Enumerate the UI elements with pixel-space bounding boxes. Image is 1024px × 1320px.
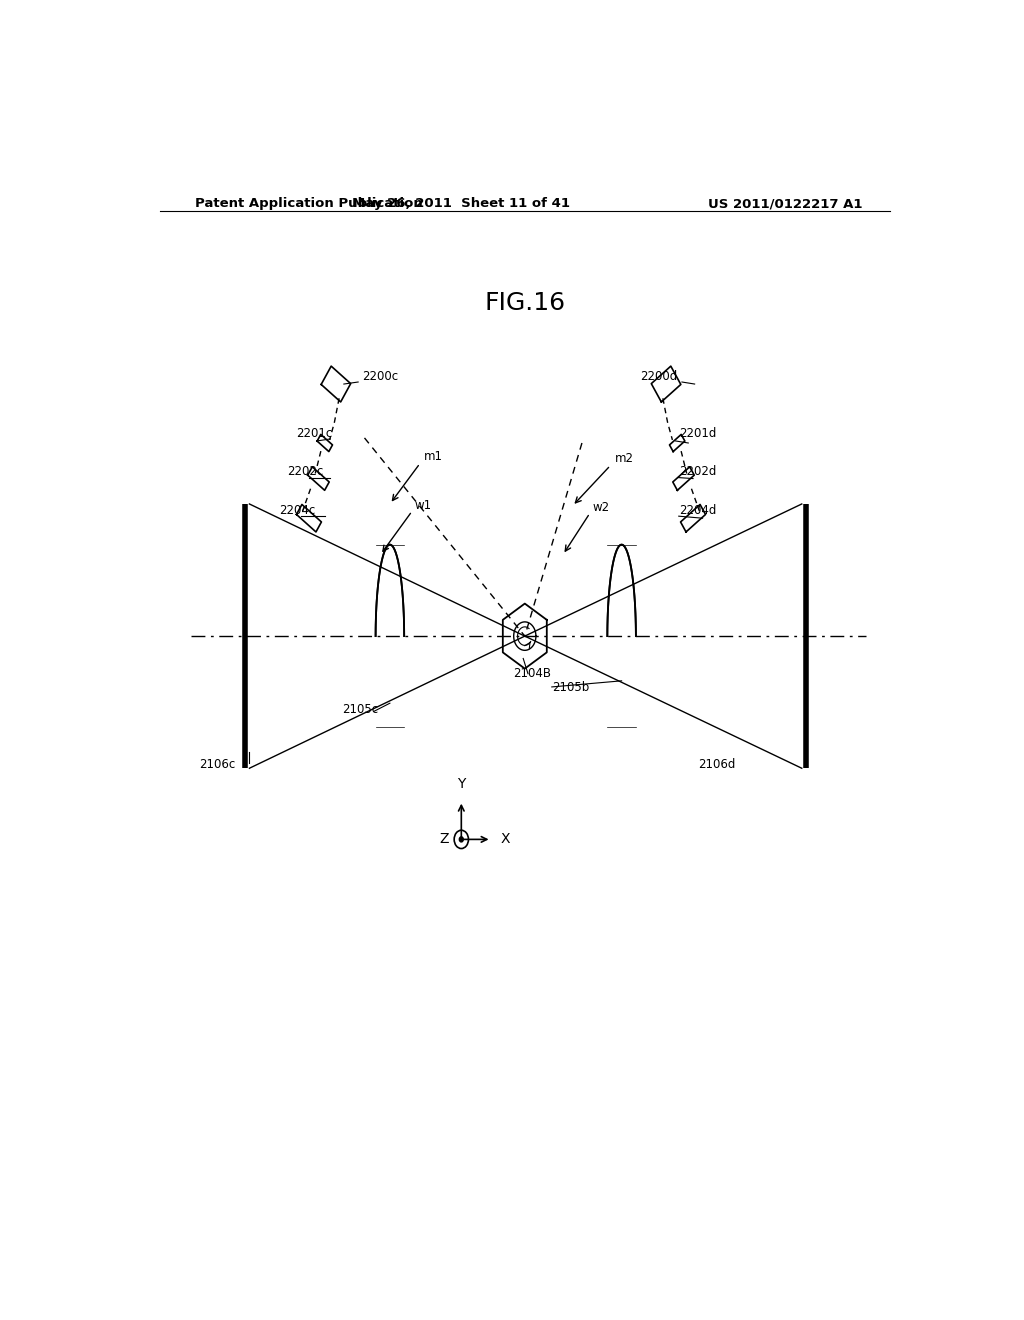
Text: 2201c: 2201c	[296, 426, 333, 440]
Text: FIG.16: FIG.16	[484, 290, 565, 314]
Text: 2106c: 2106c	[200, 758, 236, 771]
Text: 2104B: 2104B	[513, 667, 551, 680]
Text: May 26, 2011  Sheet 11 of 41: May 26, 2011 Sheet 11 of 41	[352, 197, 570, 210]
Text: 2202d: 2202d	[680, 465, 717, 478]
Text: 2105c: 2105c	[342, 704, 379, 717]
Text: Y: Y	[457, 776, 466, 791]
Text: Patent Application Publication: Patent Application Publication	[196, 197, 423, 210]
Text: 2106d: 2106d	[697, 758, 735, 771]
Text: 2105b: 2105b	[553, 681, 590, 694]
Text: m1: m1	[424, 450, 443, 463]
Text: 2200d: 2200d	[640, 370, 677, 383]
Text: 2202c: 2202c	[287, 465, 323, 478]
Text: 2201d: 2201d	[680, 426, 717, 440]
Text: m2: m2	[614, 453, 634, 466]
Text: Z: Z	[439, 833, 449, 846]
Text: X: X	[501, 833, 511, 846]
Circle shape	[460, 837, 463, 842]
Text: w2: w2	[592, 502, 609, 513]
Text: w1: w1	[415, 499, 431, 512]
Text: 2200c: 2200c	[362, 370, 398, 383]
Text: US 2011/0122217 A1: US 2011/0122217 A1	[708, 197, 862, 210]
Text: 2204c: 2204c	[279, 504, 315, 517]
Text: 2204d: 2204d	[680, 504, 717, 517]
